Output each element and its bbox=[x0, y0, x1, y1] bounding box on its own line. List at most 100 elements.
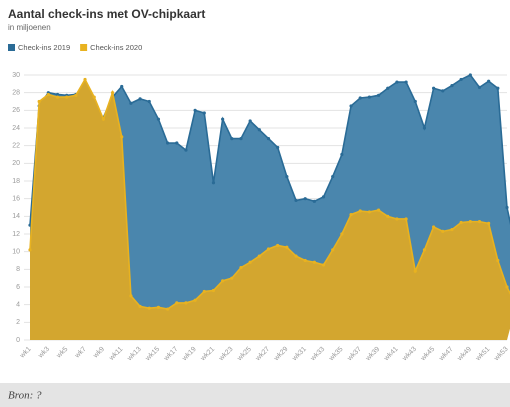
point bbox=[386, 214, 390, 218]
point bbox=[120, 84, 124, 89]
point bbox=[367, 210, 372, 214]
point bbox=[239, 137, 243, 141]
point bbox=[175, 141, 179, 145]
point bbox=[294, 254, 298, 258]
point bbox=[147, 99, 151, 104]
point bbox=[165, 307, 170, 311]
point bbox=[55, 95, 60, 99]
point bbox=[404, 80, 408, 84]
point bbox=[459, 220, 463, 225]
x-tick-label: wk39 bbox=[364, 346, 381, 363]
point bbox=[496, 258, 500, 263]
legend-swatch bbox=[8, 44, 15, 51]
point bbox=[92, 95, 96, 99]
y-tick-label: 14 bbox=[12, 213, 20, 220]
point bbox=[505, 205, 509, 210]
point bbox=[101, 117, 105, 121]
legend-label: Check-ins 2019 bbox=[18, 43, 70, 52]
point bbox=[184, 301, 188, 305]
source-box bbox=[0, 383, 510, 407]
point bbox=[156, 305, 161, 309]
point bbox=[211, 181, 216, 185]
point bbox=[321, 195, 326, 199]
y-tick-label: 8 bbox=[16, 266, 20, 273]
x-tick-label: wk37 bbox=[346, 346, 363, 363]
point bbox=[266, 247, 271, 251]
point bbox=[340, 232, 344, 236]
point bbox=[74, 93, 78, 97]
y-tick-label: 16 bbox=[12, 196, 20, 203]
point bbox=[505, 285, 509, 289]
point bbox=[248, 260, 252, 264]
point bbox=[303, 258, 307, 263]
x-tick-label: wk43 bbox=[401, 346, 418, 363]
legend: Check-ins 2019 Check-ins 2020 bbox=[8, 43, 142, 52]
point bbox=[395, 217, 399, 221]
point bbox=[120, 135, 124, 139]
x-tick-label: wk49 bbox=[456, 346, 473, 363]
y-tick-label: 26 bbox=[12, 107, 20, 114]
x-tick-label: wk3 bbox=[37, 346, 52, 361]
point bbox=[46, 92, 50, 97]
point bbox=[276, 145, 280, 150]
point bbox=[230, 276, 234, 280]
point bbox=[28, 248, 32, 252]
x-tick-label: wk5 bbox=[55, 346, 70, 361]
line bbox=[29, 77, 510, 310]
point bbox=[221, 279, 225, 283]
x-tick-label: wk21 bbox=[199, 346, 216, 363]
area bbox=[30, 79, 510, 340]
y-tick-label: 4 bbox=[16, 302, 20, 309]
point bbox=[321, 263, 326, 267]
point bbox=[156, 117, 161, 121]
point bbox=[65, 95, 69, 99]
point bbox=[37, 99, 41, 104]
x-tick-label: wk11 bbox=[108, 346, 125, 363]
point bbox=[276, 243, 280, 248]
y-tick-label: 6 bbox=[16, 284, 20, 291]
point bbox=[487, 79, 491, 83]
point bbox=[193, 108, 197, 112]
point bbox=[285, 174, 289, 179]
point bbox=[349, 104, 353, 108]
chart-subtitle: in miljoenen bbox=[8, 23, 51, 32]
point bbox=[340, 152, 344, 157]
point bbox=[184, 148, 188, 152]
point bbox=[83, 77, 87, 82]
point bbox=[257, 254, 261, 258]
point bbox=[349, 212, 353, 217]
point bbox=[129, 101, 133, 105]
point bbox=[477, 85, 482, 89]
y-tick-label: 12 bbox=[12, 231, 20, 238]
point bbox=[450, 84, 454, 88]
point bbox=[413, 269, 417, 273]
point bbox=[487, 221, 491, 225]
x-tick-label: wk45 bbox=[419, 346, 436, 363]
point bbox=[147, 306, 151, 310]
point bbox=[459, 77, 463, 82]
y-tick-label: 0 bbox=[16, 337, 20, 344]
legend-swatch bbox=[80, 44, 88, 51]
point bbox=[165, 141, 170, 145]
point bbox=[266, 137, 271, 141]
x-tick-label: wk27 bbox=[254, 346, 271, 363]
point bbox=[386, 86, 390, 90]
point bbox=[468, 73, 472, 77]
y-tick-label: 20 bbox=[12, 160, 20, 167]
point bbox=[138, 97, 142, 101]
point bbox=[248, 119, 252, 123]
x-tick-label: wk15 bbox=[144, 346, 161, 363]
point bbox=[312, 260, 316, 264]
point bbox=[331, 174, 335, 179]
point bbox=[367, 95, 372, 99]
x-tick-label: wk23 bbox=[217, 346, 234, 363]
point bbox=[175, 301, 179, 305]
point bbox=[376, 208, 381, 212]
point bbox=[285, 245, 289, 249]
point bbox=[55, 92, 60, 97]
point bbox=[477, 220, 482, 224]
x-tick-label: wk53 bbox=[493, 346, 510, 363]
x-tick-label: wk51 bbox=[474, 346, 491, 363]
point bbox=[221, 117, 225, 121]
x-tick-label: wk7 bbox=[73, 346, 88, 361]
